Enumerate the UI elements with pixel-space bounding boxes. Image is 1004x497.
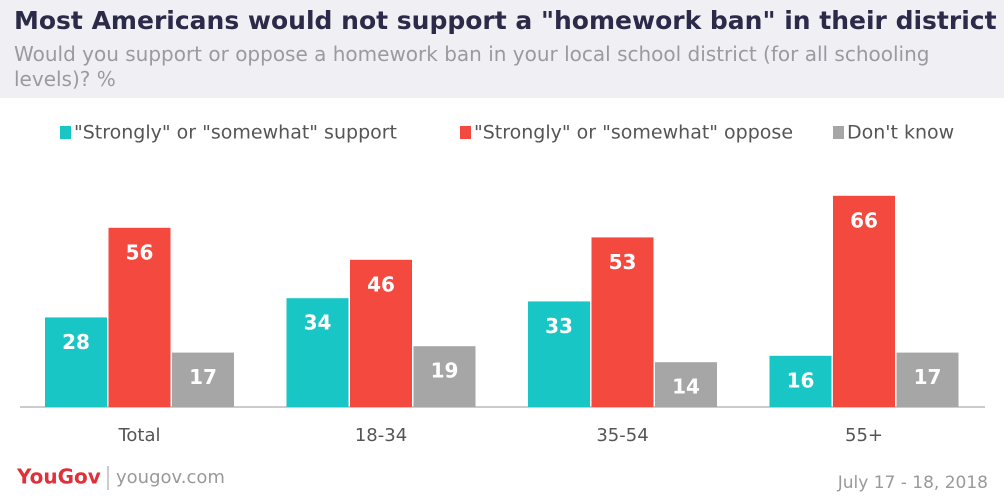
bar [833,195,895,407]
legend-swatch [833,126,844,139]
bar [655,362,717,407]
bar [108,227,171,407]
legend-label: Don't know [847,122,954,144]
x-tick-label: 35-54 [596,425,648,446]
bar [769,355,832,407]
data-label: 53 [609,250,637,274]
chart-subtitle: Would you support or oppose a homework b… [14,42,930,91]
x-tick-label: Total [117,425,160,446]
data-label: 56 [126,240,154,264]
bar [350,259,412,407]
bar [591,237,654,407]
bar [896,352,959,407]
data-label: 46 [367,272,395,296]
data-label: 66 [850,208,878,232]
data-label: 17 [914,365,942,389]
legend-swatch [460,126,471,139]
legend-label: "Strongly" or "somewhat" oppose [474,122,793,144]
website: yougov.com [116,467,225,488]
chart-title: Most Americans would not support a "home… [14,6,997,35]
legend-swatch [60,126,71,139]
data-label: 19 [431,359,459,383]
data-label: 17 [189,365,217,389]
bar [413,346,476,407]
data-label: 34 [304,311,332,335]
data-label: 28 [62,330,90,354]
bar [528,301,590,407]
brand-logo: YouGov [16,465,101,489]
x-tick-label: 55+ [845,425,883,446]
data-label: 14 [672,375,700,399]
bar [286,298,349,407]
header: Most Americans would not support a "home… [0,0,1004,98]
date: July 17 - 18, 2018 [837,473,988,493]
x-tick-label: 18-34 [355,425,407,446]
bar [172,352,234,407]
data-label: 16 [787,368,815,392]
legend-label: "Strongly" or "somewhat" support [74,122,397,144]
data-label: 33 [545,314,573,338]
bar [45,317,107,407]
